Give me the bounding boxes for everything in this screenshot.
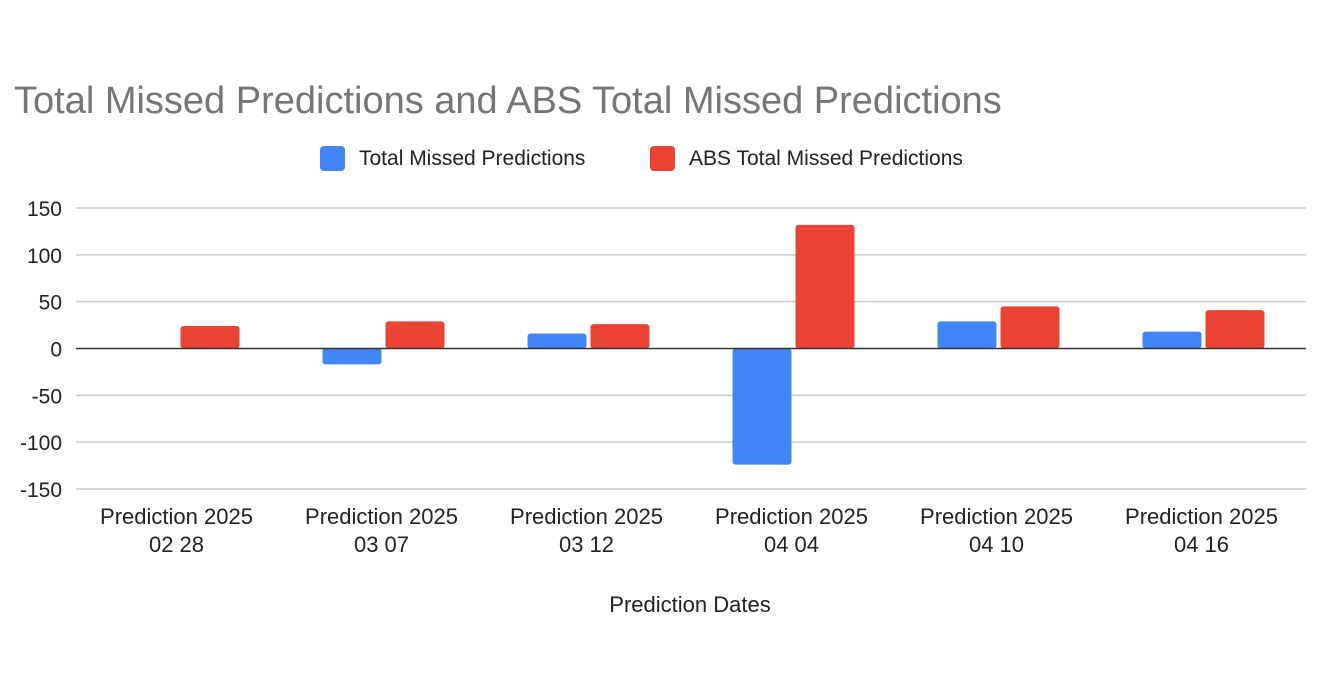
bars	[180, 224, 1265, 465]
bar-abs-missed[interactable]	[590, 324, 650, 349]
x-category-label: 04 16	[1174, 532, 1229, 557]
chart-title: Total Missed Predictions and ABS Total M…	[14, 80, 1002, 122]
legend: Total Missed Predictions ABS Total Misse…	[0, 146, 1323, 176]
y-tick-label: 50	[39, 292, 62, 315]
y-tick-label: 100	[27, 245, 62, 268]
bar-abs-missed[interactable]	[385, 321, 445, 349]
bar-abs-missed[interactable]	[180, 326, 240, 349]
y-tick-label: 150	[27, 198, 62, 221]
x-category-label: Prediction 2025	[100, 504, 253, 529]
bar-total-missed[interactable]	[1142, 331, 1202, 349]
x-category-label: 03 12	[559, 532, 614, 557]
bar-total-missed[interactable]	[937, 321, 997, 349]
y-axis-ticks: 150 100 50 0 -50 -100 -150	[20, 198, 62, 502]
bar-abs-missed[interactable]	[795, 224, 855, 349]
bar-total-missed[interactable]	[322, 348, 382, 365]
bar-abs-missed[interactable]	[1205, 310, 1265, 349]
bar-total-missed[interactable]	[732, 348, 792, 465]
x-category-label: 03 07	[354, 532, 409, 557]
x-category-label: Prediction 2025	[1125, 504, 1278, 529]
legend-swatch-red	[650, 146, 675, 171]
bar-total-missed[interactable]	[527, 333, 587, 349]
legend-label: ABS Total Missed Predictions	[689, 146, 963, 170]
y-tick-label: 0	[50, 339, 62, 362]
x-category-label: 04 10	[969, 532, 1024, 557]
y-tick-label: -100	[20, 432, 62, 455]
legend-label: Total Missed Predictions	[359, 146, 586, 170]
x-category-label: 02 28	[149, 532, 204, 557]
x-axis-title: Prediction Dates	[609, 592, 770, 617]
x-category-label: Prediction 2025	[510, 504, 663, 529]
legend-swatch-blue	[320, 146, 345, 171]
x-category-label: Prediction 2025	[715, 504, 868, 529]
x-axis-categories: Prediction 2025 02 28 Prediction 2025 03 07…	[100, 504, 1278, 557]
y-tick-label: -50	[32, 385, 62, 408]
x-category-label: 04 04	[764, 532, 819, 557]
legend-item-total-missed[interactable]: Total Missed Predictions	[320, 146, 585, 171]
bar-abs-missed[interactable]	[1000, 306, 1060, 349]
legend-item-abs-missed[interactable]: ABS Total Missed Predictions	[650, 146, 963, 171]
y-tick-label: -150	[20, 479, 62, 502]
gridlines	[76, 207, 1306, 490]
x-category-label: Prediction 2025	[920, 504, 1073, 529]
x-category-label: Prediction 2025	[305, 504, 458, 529]
